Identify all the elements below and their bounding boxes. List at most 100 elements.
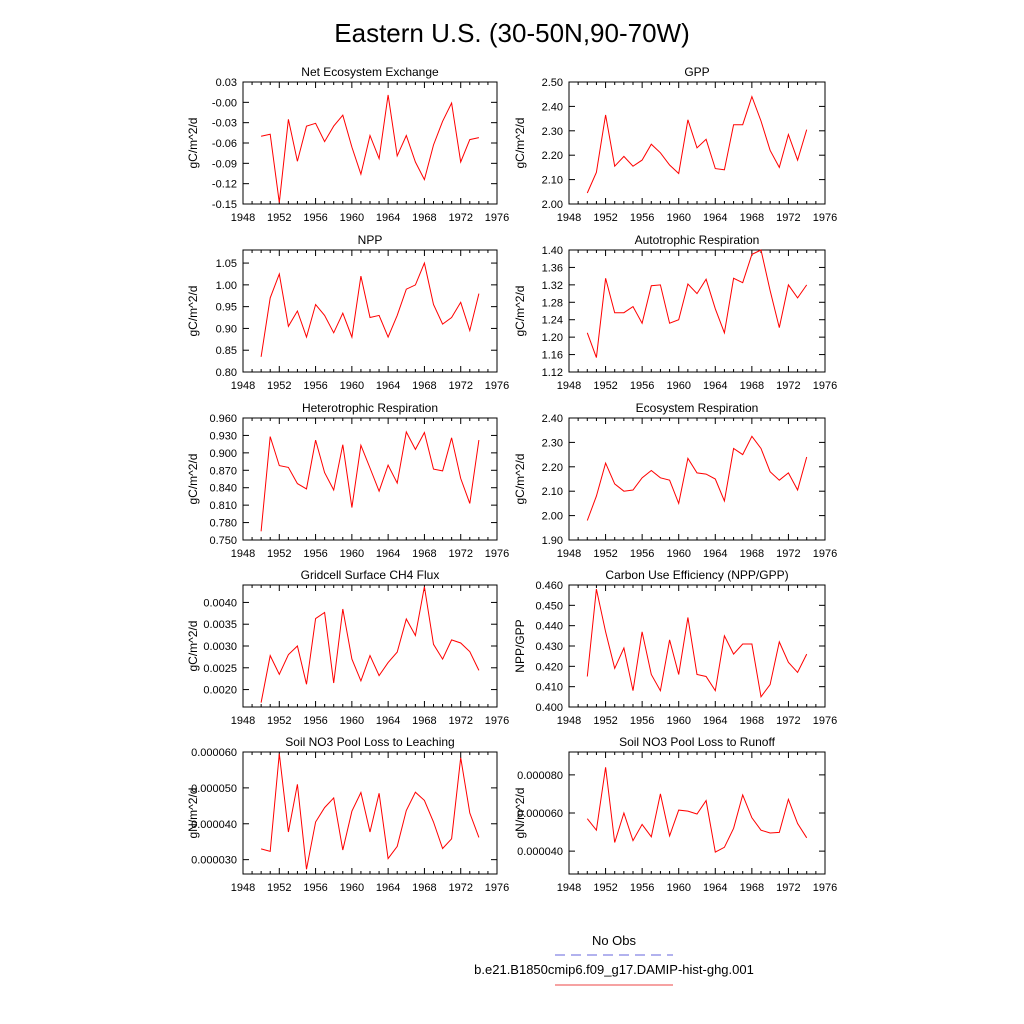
panel-soil-no3-pool-loss-to-leaching-xtick-label: 1952 (267, 882, 291, 894)
panel-soil-no3-pool-loss-to-leaching-xtick-label: 1972 (448, 882, 472, 894)
panel-ecosystem-respiration-series-line (586, 435, 808, 521)
panel-heterotrophic-respiration-title: Heterotrophic Respiration (302, 401, 438, 415)
panel-ecosystem-respiration-xtick-label: 1956 (630, 548, 654, 560)
panel-ecosystem-respiration-ytick-label: 2.20 (542, 462, 563, 474)
panel-gpp-series-line (586, 95, 808, 194)
panel-gpp-title: GPP (684, 65, 709, 79)
panel-autotrophic-respiration-ytick-label: 1.20 (542, 332, 563, 344)
panel-ecosystem-respiration-ytick-label: 2.10 (542, 486, 563, 498)
panel-net-ecosystem-exchange-ytick-label: -0.12 (212, 179, 237, 191)
panel-soil-no3-pool-loss-to-runoff-xtick-label: 1952 (593, 882, 617, 894)
panel-gpp-ytick-label: 2.40 (542, 101, 563, 113)
panel-heterotrophic-respiration-series-line (260, 430, 480, 532)
panel-gridcell-surface-ch4-flux-xtick-label: 1960 (340, 715, 364, 727)
panel-npp-xtick-label: 1960 (340, 380, 364, 392)
panel-npp-xtick-label: 1956 (303, 380, 327, 392)
panel-ecosystem-respiration-title: Ecosystem Respiration (636, 401, 759, 415)
panel-autotrophic-respiration-xtick-label: 1968 (740, 380, 764, 392)
panel-net-ecosystem-exchange-series-line (260, 94, 480, 203)
panel-autotrophic-respiration-ylabel: gC/m^2/d (513, 286, 527, 337)
panel-ecosystem-respiration-ytick-label: 2.00 (542, 511, 563, 523)
panel-autotrophic-respiration-xtick-label: 1964 (703, 380, 727, 392)
panel-soil-no3-pool-loss-to-leaching-title: Soil NO3 Pool Loss to Leaching (285, 735, 454, 749)
panel-gpp-ylabel: gC/m^2/d (513, 118, 527, 169)
panel-ecosystem-respiration: Ecosystem Respiration gC/m^2/d 1948 1952 195… (513, 401, 837, 560)
panel-heterotrophic-respiration-ytick-label: 0.750 (209, 535, 237, 547)
panel-soil-no3-pool-loss-to-leaching-xtick-label: 1948 (231, 882, 255, 894)
panel-heterotrophic-respiration-ytick-label: 0.960 (209, 413, 237, 425)
panel-ecosystem-respiration-xtick-label: 1964 (703, 548, 727, 560)
panel-carbon-use-efficiency-npp-gpp-frame (568, 584, 826, 708)
panel-npp-ytick-label: 0.95 (216, 302, 237, 314)
panel-soil-no3-pool-loss-to-runoff-series-line (586, 767, 808, 853)
panel-npp-xtick-label: 1952 (267, 380, 291, 392)
panel-heterotrophic-respiration-xtick-label: 1948 (231, 548, 255, 560)
panel-gpp-xtick-label: 1972 (776, 212, 800, 224)
panel-net-ecosystem-exchange-xtick-label: 1976 (485, 212, 509, 224)
panel-gpp-ytick-label: 2.30 (542, 126, 563, 138)
panel-npp-ylabel: gC/m^2/d (186, 286, 200, 337)
panel-net-ecosystem-exchange-ytick-label: -0.06 (212, 138, 237, 150)
panel-heterotrophic-respiration-ytick-label: 0.780 (209, 518, 237, 530)
panel-autotrophic-respiration-ytick-label: 1.32 (542, 280, 563, 292)
panel-autotrophic-respiration-series-line (586, 249, 808, 358)
panel-heterotrophic-respiration-ylabel: gC/m^2/d (186, 454, 200, 505)
panel-carbon-use-efficiency-npp-gpp-xtick-label: 1956 (630, 715, 654, 727)
panel-ecosystem-respiration-xtick-label: 1952 (593, 548, 617, 560)
panel-gpp-ytick-label: 2.00 (542, 199, 563, 211)
panel-carbon-use-efficiency-npp-gpp-xtick-label: 1972 (776, 715, 800, 727)
panel-net-ecosystem-exchange-xtick-label: 1968 (412, 212, 436, 224)
panel-gridcell-surface-ch4-flux-xtick-label: 1964 (376, 715, 400, 727)
panel-gpp-xtick-label: 1976 (813, 212, 837, 224)
panel-soil-no3-pool-loss-to-leaching-ytick-label: 0.000060 (191, 747, 237, 759)
panel-heterotrophic-respiration-ytick-label: 0.870 (209, 465, 237, 477)
panel-soil-no3-pool-loss-to-runoff-ylabel: gN/m^2/d (513, 788, 527, 839)
legend-entry-no-obs-label: No Obs (592, 933, 637, 948)
panel-autotrophic-respiration-ytick-label: 1.16 (542, 350, 563, 362)
panel-soil-no3-pool-loss-to-leaching: Soil NO3 Pool Loss to Leaching gN/m^2/d 19… (186, 735, 509, 894)
panel-soil-no3-pool-loss-to-runoff-ytick-label: 0.000060 (517, 808, 563, 820)
panel-carbon-use-efficiency-npp-gpp-ytick-label: 0.410 (535, 682, 563, 694)
panel-soil-no3-pool-loss-to-runoff-ytick-label: 0.000080 (517, 770, 563, 782)
panel-soil-no3-pool-loss-to-leaching-series-line (260, 753, 480, 870)
panel-net-ecosystem-exchange-xtick-label: 1952 (267, 212, 291, 224)
panel-carbon-use-efficiency-npp-gpp-ytick-label: 0.440 (535, 621, 563, 633)
panel-ecosystem-respiration-xtick-label: 1972 (776, 548, 800, 560)
panel-gpp: GPP gC/m^2/d 1948 1952 1956 1960 1964 1968 1972 1… (513, 65, 837, 224)
panel-carbon-use-efficiency-npp-gpp-title: Carbon Use Efficiency (NPP/GPP) (605, 568, 788, 582)
panel-heterotrophic-respiration-xtick-label: 1960 (340, 548, 364, 560)
panel-net-ecosystem-exchange-ytick-label: 0.03 (216, 77, 237, 89)
panel-net-ecosystem-exchange-ytick-label: -0.00 (212, 97, 237, 109)
panel-autotrophic-respiration-xtick-label: 1948 (557, 380, 581, 392)
panel-soil-no3-pool-loss-to-runoff: Soil NO3 Pool Loss to Runoff gN/m^2/d 1948… (513, 735, 837, 894)
panel-gridcell-surface-ch4-flux-ytick-label: 0.0025 (203, 663, 237, 675)
panel-soil-no3-pool-loss-to-runoff-xtick-label: 1956 (630, 882, 654, 894)
panel-ecosystem-respiration-ytick-label: 1.90 (542, 535, 563, 547)
panel-ecosystem-respiration-ytick-label: 2.40 (542, 413, 563, 425)
panel-autotrophic-respiration-ytick-label: 1.12 (542, 367, 563, 379)
panel-heterotrophic-respiration-xtick-label: 1964 (376, 548, 400, 560)
panel-carbon-use-efficiency-npp-gpp-ytick-label: 0.450 (535, 600, 563, 612)
panel-npp-series-line (260, 261, 480, 357)
panel-gridcell-surface-ch4-flux-ytick-label: 0.0035 (203, 619, 237, 631)
panel-carbon-use-efficiency-npp-gpp-ytick-label: 0.400 (535, 702, 563, 714)
panel-net-ecosystem-exchange-xtick-label: 1972 (448, 212, 472, 224)
panel-ecosystem-respiration-ytick-label: 2.30 (542, 437, 563, 449)
panel-grid: Net Ecosystem Exchange gC/m^2/d 1948 1952 19… (186, 65, 837, 894)
panel-gpp-xtick-label: 1952 (593, 212, 617, 224)
panel-carbon-use-efficiency-npp-gpp-xtick-label: 1976 (813, 715, 837, 727)
panel-heterotrophic-respiration-ytick-label: 0.930 (209, 430, 237, 442)
panel-gpp-xtick-label: 1956 (630, 212, 654, 224)
panel-soil-no3-pool-loss-to-leaching-ytick-label: 0.000040 (191, 819, 237, 831)
panel-heterotrophic-respiration-ytick-label: 0.900 (209, 448, 237, 460)
panel-carbon-use-efficiency-npp-gpp-ytick-label: 0.430 (535, 641, 563, 653)
panel-carbon-use-efficiency-npp-gpp-xtick-label: 1968 (740, 715, 764, 727)
panel-heterotrophic-respiration-xtick-label: 1956 (303, 548, 327, 560)
panel-gpp-xtick-label: 1960 (666, 212, 690, 224)
panel-heterotrophic-respiration-xtick-label: 1976 (485, 548, 509, 560)
panel-autotrophic-respiration-ytick-label: 1.24 (542, 315, 563, 327)
panel-carbon-use-efficiency-npp-gpp-ylabel: NPP/GPP (513, 619, 527, 672)
panel-net-ecosystem-exchange-title: Net Ecosystem Exchange (301, 65, 439, 79)
panel-carbon-use-efficiency-npp-gpp-ytick-label: 0.460 (535, 580, 563, 592)
